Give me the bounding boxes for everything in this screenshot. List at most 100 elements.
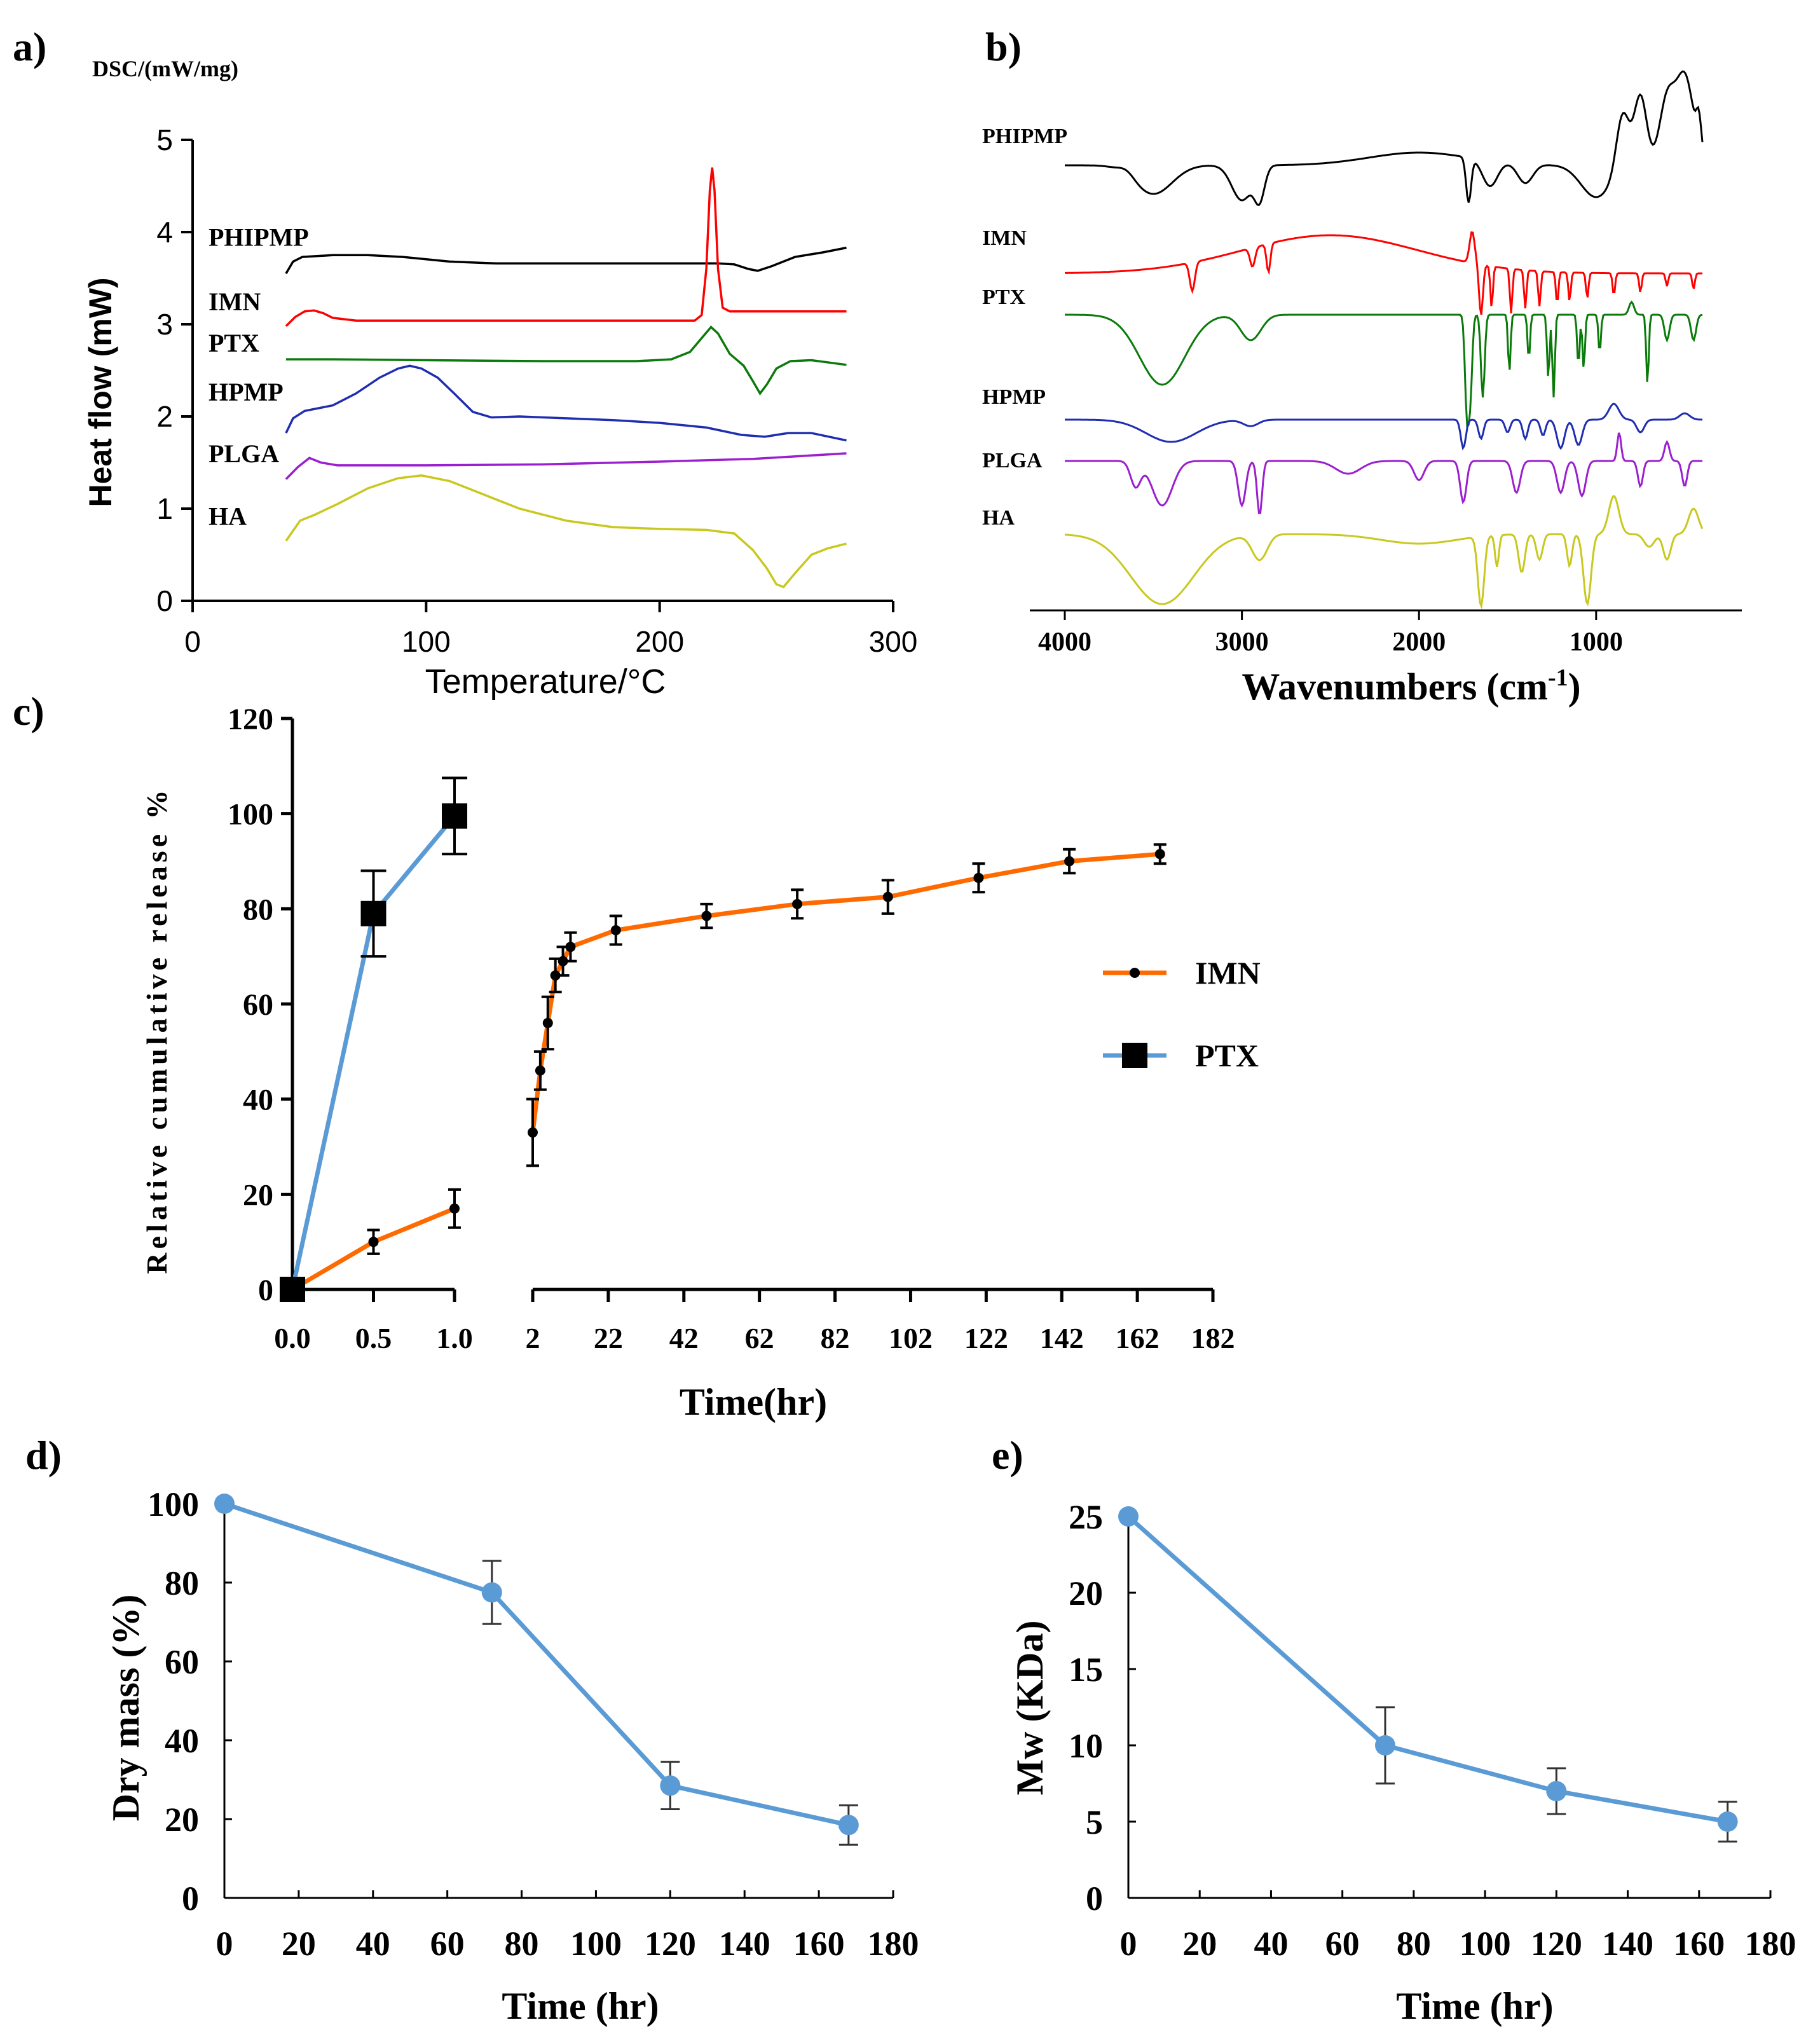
panel-d-y-tick-label: 20: [165, 1801, 199, 1839]
panel-a-label-ptx: PTX: [209, 329, 259, 357]
panel-d-x-tick-label: 60: [430, 1925, 465, 1963]
panel-c-x-tick-label-left: 0.0: [274, 1322, 311, 1354]
panel-e-y-tick-label: 20: [1069, 1574, 1103, 1612]
panel-c-x-tick-label-right: 2: [526, 1322, 540, 1354]
panel-b-series-hpmp: [1065, 402, 1703, 451]
panel-a-xlabel: Temperature/°C: [425, 663, 666, 701]
panel-a-x-tick-label: 200: [635, 625, 684, 658]
panel-a-series-ha: [285, 474, 847, 589]
panel-e-y-tick-label: 0: [1086, 1880, 1103, 1918]
panel-a-y-tick-label: 5: [156, 123, 173, 156]
panel-d-y-tick-label: 40: [165, 1722, 199, 1760]
panel-c-x-tick-label-left: 0.5: [355, 1322, 392, 1354]
panel-c-y-tick-label: 60: [243, 988, 273, 1022]
panel-c-ylabel: Relative cumulative release %: [140, 786, 173, 1274]
panel-e-x-tick-label: 160: [1673, 1925, 1725, 1963]
panel-e-ylabel: Mw (KDa): [1009, 1621, 1051, 1796]
panel-c-marker-imn: [973, 872, 984, 883]
panel-b-x-tick-label: 3000: [1215, 628, 1269, 657]
panel-c-marker-imn: [449, 1203, 460, 1214]
panel-c-x-tick-label-left: 1.0: [436, 1322, 473, 1354]
panel-c-marker-ptx: [442, 803, 467, 829]
panel-d-x-tick-label: 120: [645, 1925, 696, 1963]
panel-e-x-tick-label: 140: [1602, 1925, 1653, 1963]
panel-a-series-phipmp: [285, 246, 847, 275]
panel-d-y-tick-label: 100: [147, 1485, 199, 1523]
panel-b-x-tick-label: 1000: [1570, 628, 1623, 657]
panel-c-marker-imn: [610, 925, 621, 936]
panel-d-marker: [214, 1494, 235, 1514]
panel-e-y-tick-label: 10: [1069, 1727, 1103, 1765]
panel-a-y-tick-label: 2: [156, 400, 173, 433]
panel-e-line: [1126, 1515, 1728, 1824]
panel-a-series-imn: [285, 167, 847, 327]
panel-e-y-tick-label: 25: [1069, 1498, 1103, 1536]
panel-a-x-tick-label: 300: [869, 625, 918, 658]
panel-e-marker: [1375, 1735, 1395, 1756]
panel-a-label-hpmp: HPMP: [209, 378, 284, 406]
panel-b-xlabel-sup: -1: [1548, 664, 1568, 691]
panel-b-label-hpmp: HPMP: [982, 385, 1046, 409]
panel-c-line-imn-right: [530, 851, 1161, 1133]
panel-c-y-tick-label: 120: [228, 703, 273, 736]
panel-e-x-tick-label: 100: [1460, 1925, 1511, 1963]
panel-c-marker-imn: [550, 970, 561, 981]
panel-c-x-tick-label-right: 182: [1191, 1322, 1235, 1354]
panel-e-x-tick-label: 0: [1120, 1925, 1137, 1963]
panel-b-x-tick-label: 4000: [1038, 628, 1091, 657]
panel-d-letter: d): [25, 1433, 62, 1478]
panel-d-x-tick-label: 40: [356, 1925, 390, 1963]
panel-e-x-tick-label: 40: [1254, 1925, 1288, 1963]
panel-e-letter: e): [992, 1433, 1023, 1478]
panel-c-x-tick-label-right: 82: [821, 1322, 850, 1354]
panel-c-marker-imn: [792, 898, 803, 909]
panel-e-marker: [1717, 1811, 1738, 1832]
panel-d-x-tick-label: 80: [505, 1925, 539, 1963]
panel-c-legend-label-ptx: PTX: [1195, 1038, 1259, 1073]
panel-b-series-ptx: [1065, 300, 1703, 429]
panel-a-unit-label: DSC/(mW/mg): [92, 56, 238, 81]
panel-a-x-tick-label: 100: [402, 625, 451, 658]
panel-b-xlabel: Wavenumbers (cm-1): [1242, 664, 1580, 708]
panel-a-y-tick-label: 3: [156, 308, 173, 341]
panel-b-label-imn: IMN: [982, 226, 1027, 250]
panel-d-y-tick-label: 0: [182, 1880, 199, 1918]
panel-c-legend-label-imn: IMN: [1195, 955, 1261, 991]
panel-a-letter: a): [13, 24, 46, 69]
panel-d-marker: [481, 1582, 502, 1603]
panel-b-letter: b): [985, 24, 1022, 69]
panel-b-label-ha: HA: [982, 506, 1015, 530]
panel-c-x-tick-label-right: 122: [964, 1322, 1008, 1354]
panel-d-y-tick-label: 60: [165, 1643, 199, 1681]
panel-c-marker-imn: [882, 891, 893, 902]
panel-c-marker-imn: [535, 1065, 545, 1076]
panel-b-label-phipmp: PHIPMP: [982, 125, 1067, 148]
panel-c-marker-ptx: [280, 1277, 305, 1302]
panel-b-series-ha: [1064, 495, 1704, 610]
panel-e-x-tick-label: 60: [1325, 1925, 1360, 1963]
panel-b-xlabel-end: ): [1568, 666, 1581, 708]
panel-c-marker-imn: [565, 942, 576, 952]
panel-c-marker-imn: [528, 1127, 538, 1138]
panel-b-series-imn: [1065, 231, 1702, 315]
panel-c-x-tick-label-right: 142: [1040, 1322, 1084, 1354]
panel-d-xlabel: Time (hr): [502, 1985, 659, 2027]
panel-b-label-plga: PLGA: [982, 449, 1043, 472]
panel-a-x-tick-label: 0: [184, 625, 201, 658]
panel-a-ylabel: Heat flow (mW): [83, 277, 118, 507]
panel-a-dsc: a) DSC/(mW/mg) Temperature/°C Heat flow …: [13, 24, 917, 701]
panel-d-drymass: d) Time (hr) Dry mass (%) 0 20 40 60 80 100 12…: [25, 1433, 919, 2027]
panel-d-y-tick-label: 80: [165, 1564, 199, 1602]
panel-d-x-tick-label: 100: [570, 1925, 622, 1963]
panel-a-label-ha: HA: [209, 502, 247, 531]
panel-b-ftir: b) Wavenumbers (cm-1) 4000 3000 2000 1000 PH…: [982, 24, 1742, 708]
panel-d-x-tick-label: 0: [216, 1925, 233, 1963]
panel-a-label-plga: PLGA: [209, 439, 279, 468]
panel-c-xlabel: Time(hr): [680, 1381, 827, 1423]
panel-a-label-imn: IMN: [209, 287, 261, 316]
panel-d-marker: [660, 1775, 681, 1796]
panel-c-letter: c): [13, 689, 44, 734]
panel-c-marker-imn: [1064, 856, 1075, 867]
panel-a-y-tick-label: 1: [156, 492, 173, 525]
